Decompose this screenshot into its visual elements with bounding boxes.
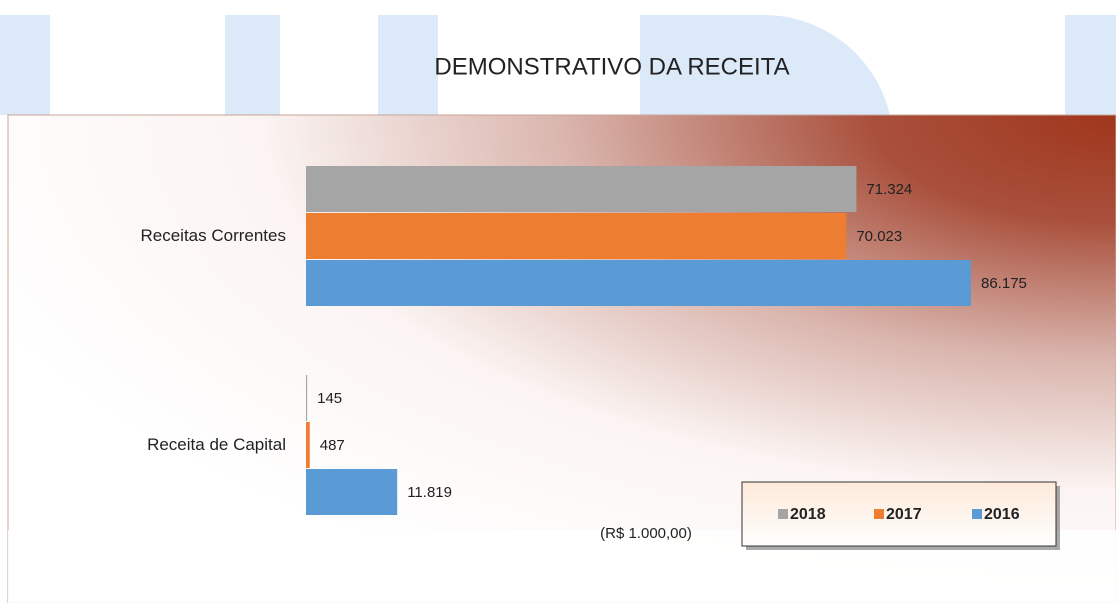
bar [306,166,857,212]
category-label: Receitas Correntes [140,226,286,245]
legend-label: 2018 [790,506,826,523]
legend-swatch [874,509,884,519]
chart-title: DEMONSTRATIVO DA RECEITA [434,53,789,80]
annotation: (R$ 1.000,00) [600,525,692,542]
category-label: Receita de Capital [147,435,286,454]
legend-box [741,481,1057,547]
value-label: 145 [317,390,342,407]
value-label: 86.175 [981,275,1027,292]
bar [306,375,308,421]
legend-label: 2017 [886,506,922,523]
value-label: 11.819 [407,484,452,501]
legend-swatch [972,509,982,519]
value-label: 487 [320,437,345,454]
bar [306,422,310,468]
bar [306,469,398,515]
legend-label: 2016 [984,506,1020,523]
value-label: 71.324 [866,181,912,198]
legend-swatch [778,509,788,519]
value-label: 70.023 [856,228,902,245]
bar [306,213,847,259]
watermark [0,14,1116,116]
bar [306,260,971,306]
